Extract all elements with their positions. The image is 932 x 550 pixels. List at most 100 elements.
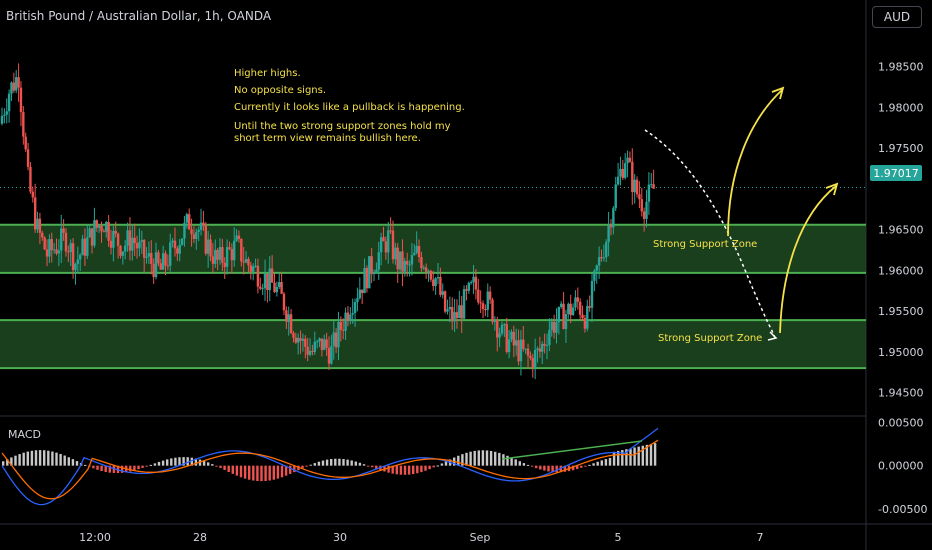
macd-histogram-bar [178,457,181,466]
candle-body [138,241,141,249]
candle-body [166,265,170,267]
macd-histogram-bar [395,465,398,475]
candle-body [514,340,518,346]
candle-body [311,350,314,352]
macd-panel [1,427,659,506]
candle-body [635,179,639,195]
macd-histogram-bar [280,465,284,478]
candle-body [308,350,312,355]
macd-histogram-bar [612,451,616,466]
candle-body [69,243,72,253]
candle-body [285,310,288,322]
currency-button[interactable]: AUD [872,6,922,28]
candle-body [394,247,397,260]
candle-body [605,242,608,258]
macd-histogram-bar [645,444,649,466]
candle-body [389,230,392,232]
candle-body [519,339,523,362]
macd-histogram-bar [112,465,116,474]
candle-body [41,232,44,238]
candle-body [36,218,39,230]
candle-body [214,249,217,264]
candle-body [382,237,385,242]
candle-body [616,176,620,185]
macd-histogram-bar [342,459,345,466]
macd-histogram-bar [551,465,554,472]
candle-body [50,239,53,251]
bullish-arrowhead-upper [771,86,785,100]
candle-body [29,166,32,192]
candle-body [100,225,103,232]
candle-body [249,265,253,272]
macd-histogram-bar [174,457,177,466]
candle-body [650,184,653,186]
candle-body [538,348,542,352]
candle-body [280,282,283,294]
macd-histogram-bar [248,465,251,480]
candle-body [578,301,582,315]
candle-body [588,306,591,308]
macd-histogram-bar [317,461,321,466]
candle-body [176,248,179,254]
candle-body [43,237,46,250]
candle-body [221,247,224,263]
candle-body [408,264,411,266]
note-line: short term view remains bullish here. [234,133,421,144]
macd-histogram-bar [563,465,567,472]
candle-body [638,194,641,200]
candle-body [619,168,622,177]
macd-histogram-bar [416,465,419,474]
candle-body [233,240,236,261]
candle-body [545,344,549,346]
candle-body [621,168,625,178]
candle-body [60,228,63,251]
candle-body [623,163,627,178]
candle-body [398,251,402,270]
candle-body [152,263,155,278]
candle-body [377,252,380,270]
macd-histogram-bar [436,465,439,467]
candle-body [484,309,487,311]
zone-label-lower: Strong Support Zone [658,333,763,344]
candle-body [318,338,321,342]
candle-body [211,256,215,264]
price-tick-label: 1.94500 [878,387,924,400]
candle-body [292,333,295,338]
candle-body [33,197,37,230]
macd-histogram-bar [207,462,210,466]
price-tick-label: 1.98500 [878,61,924,74]
candle-body [171,240,174,243]
macd-histogram-bar [325,459,329,466]
price-tick-label: 1.97500 [878,142,924,155]
candle-body [178,244,181,254]
candle-body [609,225,613,228]
macd-histogram-bar [6,459,9,466]
macd-histogram-bar [653,443,657,466]
candle-body [121,251,125,256]
candle-body [360,289,364,294]
candle-body [363,268,366,294]
macd-histogram-bar [432,465,435,468]
macd-histogram-bar [170,458,173,466]
macd-histogram-bar [514,459,517,466]
macd-histogram-bar [55,452,58,466]
candle-body [612,208,615,228]
candle-body [230,248,234,261]
candle-body [209,239,212,257]
candle-body [529,355,532,359]
candle-body [417,245,421,258]
candle-body [429,270,433,280]
candle-body [294,337,298,343]
candle-body [301,338,305,341]
candle-body [458,305,461,319]
candle-body [415,245,418,253]
macd-histogram-bar [149,464,152,466]
macd-histogram-bar [399,465,403,475]
candle-body [569,303,572,316]
macd-histogram-bar [305,465,308,467]
candle-body [199,222,203,230]
candle-body [387,230,390,253]
candle-body [119,245,122,256]
price-tick-label: 1.96500 [878,224,924,237]
macd-histogram-bar [604,459,608,466]
